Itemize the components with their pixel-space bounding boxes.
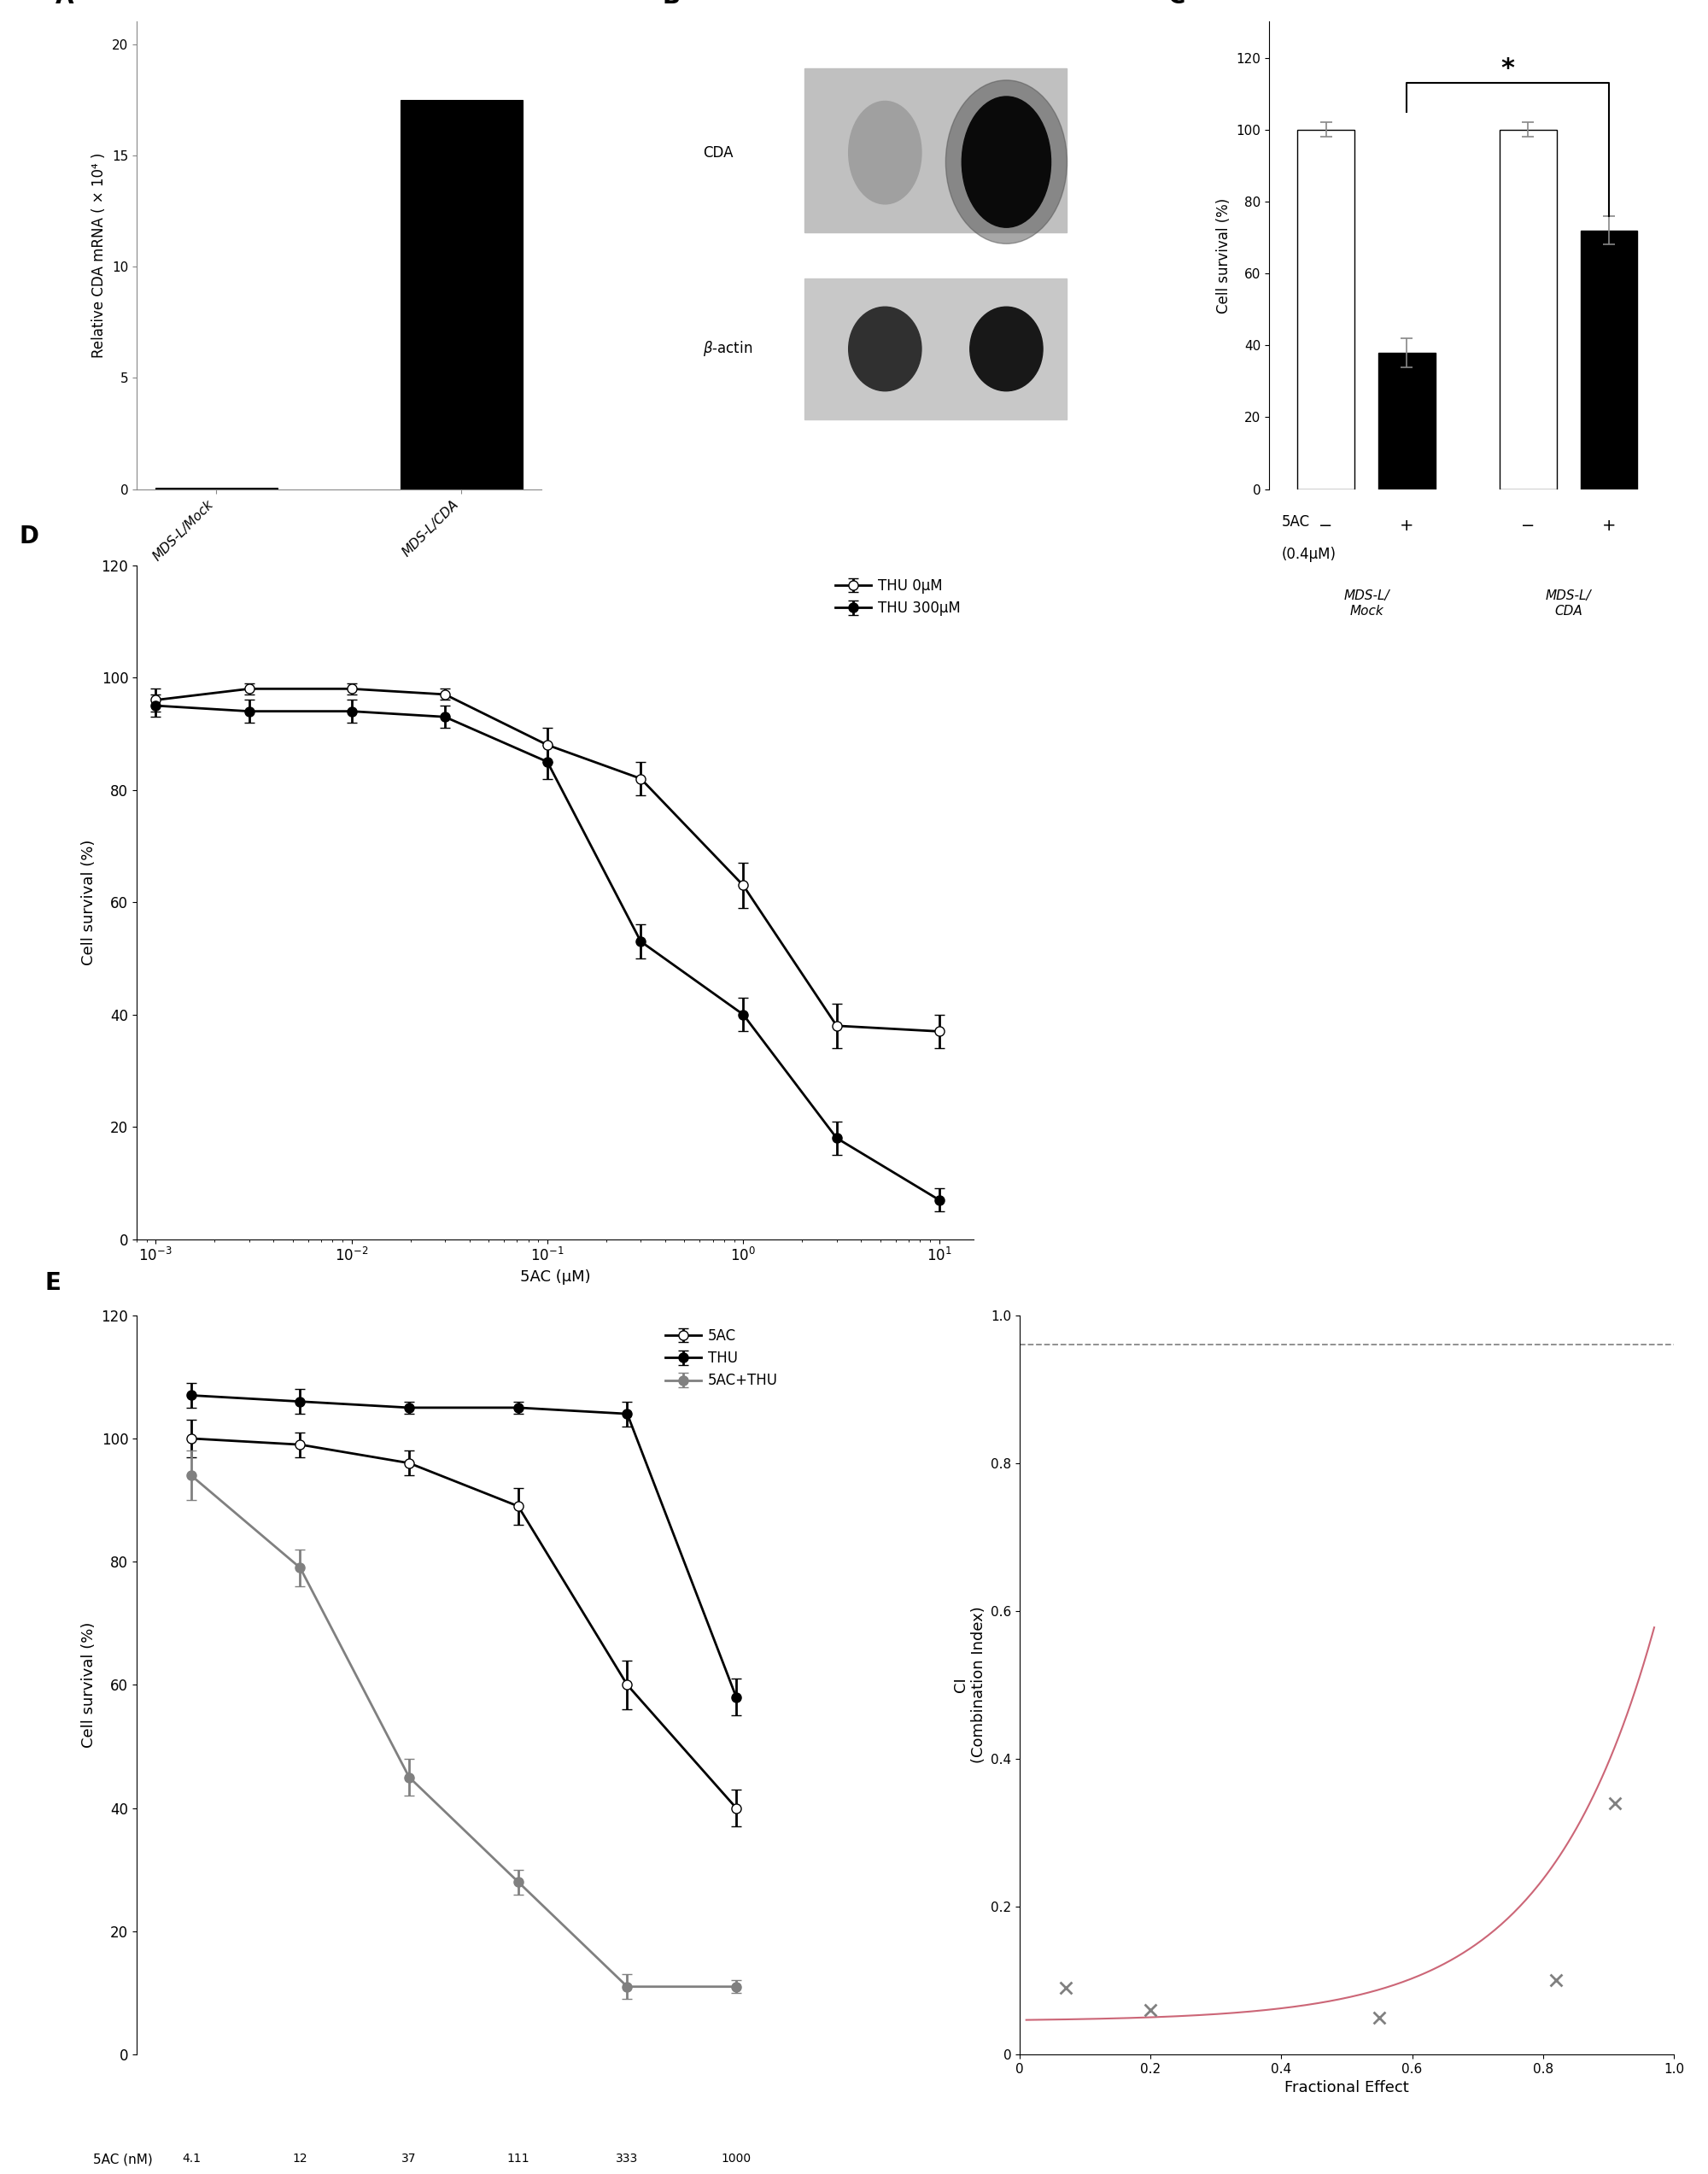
- X-axis label: 5AC (μM): 5AC (μM): [519, 1270, 591, 1285]
- Ellipse shape: [970, 307, 1044, 391]
- Bar: [1298, 130, 1354, 489]
- Ellipse shape: [962, 96, 1050, 228]
- Y-axis label: CI
(Combination Index): CI (Combination Index): [953, 1607, 986, 1763]
- Ellipse shape: [849, 102, 921, 204]
- Point: [1602, 1785, 1629, 1820]
- Text: 111: 111: [507, 2152, 529, 2165]
- Y-axis label: Relative CDA mRNA ( × 10⁴ ): Relative CDA mRNA ( × 10⁴ ): [92, 152, 108, 359]
- Text: C: C: [1168, 0, 1185, 9]
- Text: *: *: [1501, 57, 1515, 80]
- Text: D: D: [19, 524, 39, 548]
- Text: CDA: CDA: [704, 146, 733, 161]
- Legend: 5AC, THU, 5AC+THU: 5AC, THU, 5AC+THU: [659, 1322, 784, 1394]
- Text: 4.1: 4.1: [181, 2152, 200, 2165]
- Legend: THU 0μM, THU 300μM: THU 0μM, THU 300μM: [830, 572, 967, 622]
- Text: 37: 37: [401, 2152, 417, 2165]
- Text: +: +: [1401, 517, 1414, 535]
- Bar: [804, 70, 1068, 233]
- Ellipse shape: [946, 80, 1068, 243]
- Point: [1138, 1994, 1165, 2028]
- Text: E: E: [44, 1272, 61, 1296]
- Text: B: B: [663, 0, 680, 9]
- Bar: [1378, 352, 1435, 489]
- Text: A: A: [56, 0, 73, 9]
- Text: MDS-L/
Mock: MDS-L/ Mock: [1344, 589, 1389, 617]
- Bar: [400, 100, 523, 489]
- Text: −: −: [1319, 517, 1332, 535]
- Ellipse shape: [849, 307, 921, 391]
- Bar: [1582, 230, 1638, 489]
- Bar: [804, 278, 1068, 420]
- Text: (0.4μM): (0.4μM): [1281, 546, 1336, 563]
- Point: [1052, 1970, 1079, 2004]
- Text: $\beta$-actin: $\beta$-actin: [704, 339, 753, 359]
- Point: [1542, 1963, 1570, 1998]
- Y-axis label: Cell survival (%): Cell survival (%): [1216, 198, 1231, 313]
- Text: +: +: [1602, 517, 1616, 535]
- Bar: [1500, 130, 1556, 489]
- Point: [1366, 2000, 1394, 2035]
- Text: −: −: [1522, 517, 1535, 535]
- Y-axis label: Cell survival (%): Cell survival (%): [80, 1622, 96, 1748]
- X-axis label: Fractional Effect: Fractional Effect: [1284, 2081, 1409, 2096]
- Text: 5AC (nM): 5AC (nM): [92, 2152, 152, 2165]
- Text: 5AC: 5AC: [1281, 515, 1310, 530]
- Text: 12: 12: [292, 2152, 307, 2165]
- Text: 333: 333: [617, 2152, 639, 2165]
- Text: MDS-L/
CDA: MDS-L/ CDA: [1546, 589, 1592, 617]
- Text: 1000: 1000: [721, 2152, 752, 2165]
- Y-axis label: Cell survival (%): Cell survival (%): [80, 839, 96, 965]
